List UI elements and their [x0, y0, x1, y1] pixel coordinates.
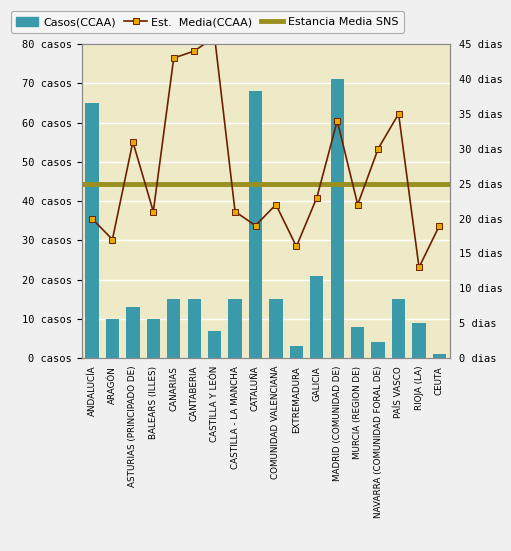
Bar: [147, 319, 160, 358]
Bar: [351, 327, 364, 358]
Bar: [188, 299, 201, 358]
Bar: [85, 103, 99, 358]
Bar: [167, 299, 180, 358]
Bar: [392, 299, 405, 358]
Bar: [249, 91, 262, 358]
Bar: [126, 307, 140, 358]
Bar: [106, 319, 119, 358]
Bar: [228, 299, 242, 358]
Legend: Casos(CCAA), Est.  Media(CCAA), Estancia Media SNS: Casos(CCAA), Est. Media(CCAA), Estancia …: [11, 11, 404, 33]
Bar: [412, 323, 426, 358]
Bar: [290, 347, 303, 358]
Bar: [371, 343, 385, 358]
Bar: [208, 331, 221, 358]
Bar: [310, 276, 323, 358]
Bar: [433, 354, 446, 358]
Bar: [331, 79, 344, 358]
Bar: [269, 299, 283, 358]
